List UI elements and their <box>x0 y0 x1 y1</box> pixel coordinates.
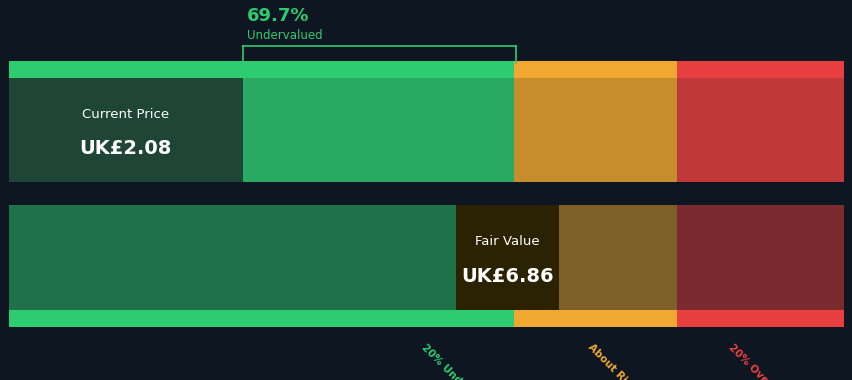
Bar <box>514 205 676 310</box>
Bar <box>456 205 558 310</box>
Bar <box>9 310 514 327</box>
Bar <box>9 78 514 182</box>
Text: UK£2.08: UK£2.08 <box>79 139 172 158</box>
Text: 69.7%: 69.7% <box>247 7 309 25</box>
Text: Undervalued: Undervalued <box>247 29 323 42</box>
Bar <box>676 78 843 182</box>
Bar <box>9 61 514 78</box>
Bar <box>9 205 514 310</box>
Text: Current Price: Current Price <box>82 108 170 121</box>
Text: 20% Overvalued: 20% Overvalued <box>726 342 800 380</box>
Bar <box>9 78 243 182</box>
Text: About Right: About Right <box>585 342 642 380</box>
Bar <box>514 310 676 327</box>
Text: 20% Undervalued: 20% Undervalued <box>419 342 499 380</box>
Text: Fair Value: Fair Value <box>475 235 539 248</box>
Bar <box>676 205 843 310</box>
Bar <box>676 61 843 78</box>
Bar <box>676 310 843 327</box>
Text: UK£6.86: UK£6.86 <box>461 267 553 286</box>
Bar <box>514 78 676 182</box>
Bar <box>514 61 676 78</box>
